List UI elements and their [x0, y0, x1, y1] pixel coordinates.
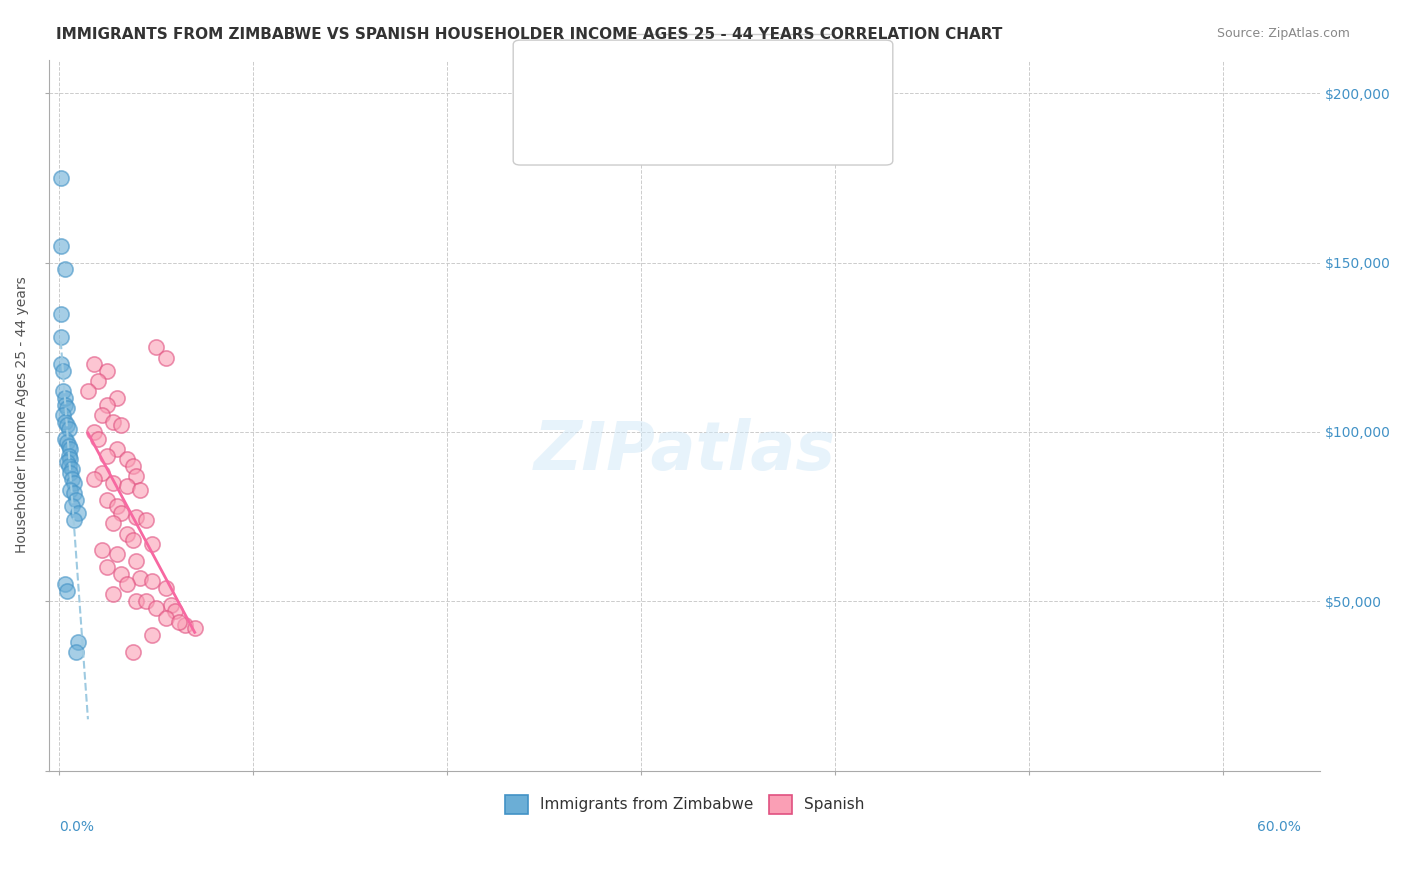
Point: [53, 262, 76, 277]
Point: [141, 574, 163, 588]
Text: ZIPatlas: ZIPatlas: [534, 417, 835, 483]
Text: IMMIGRANTS FROM ZIMBABWE VS SPANISH HOUSEHOLDER INCOME AGES 25 - 44 YEARS CORREL: IMMIGRANTS FROM ZIMBABWE VS SPANISH HOUS…: [56, 27, 1002, 42]
Point: [155, 351, 177, 365]
Point: [65, 492, 87, 507]
Point: [135, 513, 157, 527]
Point: [105, 500, 128, 514]
Point: [86, 432, 108, 446]
Point: [59, 483, 82, 497]
Point: [105, 391, 128, 405]
Point: [101, 516, 124, 531]
Point: [101, 475, 124, 490]
Point: [53, 415, 76, 429]
Point: [105, 547, 128, 561]
Point: [183, 621, 205, 635]
Point: [167, 615, 190, 629]
Point: [121, 533, 143, 548]
Point: [90, 543, 112, 558]
Point: [83, 472, 105, 486]
Point: [174, 618, 197, 632]
Point: [165, 604, 187, 618]
Point: [58, 449, 80, 463]
Point: [59, 466, 82, 480]
Point: [83, 425, 105, 439]
Point: [105, 442, 128, 456]
Point: [58, 438, 80, 452]
Point: [115, 526, 138, 541]
Point: [145, 601, 167, 615]
Point: [145, 340, 167, 354]
Point: [49, 171, 72, 186]
Point: [62, 462, 84, 476]
Point: [125, 509, 148, 524]
Point: [160, 598, 183, 612]
Point: [49, 330, 72, 344]
Point: [155, 581, 177, 595]
Point: [63, 475, 86, 490]
Text: 0.0%: 0.0%: [59, 821, 94, 834]
Point: [55, 401, 77, 416]
Point: [96, 398, 118, 412]
Point: [53, 577, 76, 591]
Point: [55, 418, 77, 433]
Point: [53, 432, 76, 446]
Point: [52, 364, 75, 378]
Point: [49, 357, 72, 371]
Point: [67, 635, 90, 649]
Point: [110, 567, 132, 582]
Point: [63, 486, 86, 500]
Point: [58, 421, 80, 435]
Point: [96, 492, 118, 507]
Text: 60.0%: 60.0%: [1257, 821, 1301, 834]
Point: [110, 506, 132, 520]
Point: [62, 472, 84, 486]
Point: [49, 239, 72, 253]
Point: [90, 466, 112, 480]
Point: [49, 306, 72, 320]
Point: [115, 577, 138, 591]
Point: [53, 398, 76, 412]
Point: [141, 537, 163, 551]
Point: [58, 458, 80, 473]
Point: [101, 587, 124, 601]
Point: [65, 645, 87, 659]
Point: [141, 628, 163, 642]
Point: [135, 594, 157, 608]
Point: [90, 408, 112, 422]
Point: [115, 452, 138, 467]
Point: [125, 554, 148, 568]
Point: [101, 415, 124, 429]
Text: Source: ZipAtlas.com: Source: ZipAtlas.com: [1216, 27, 1350, 40]
Y-axis label: Householder Income Ages 25 - 44 years: Householder Income Ages 25 - 44 years: [15, 277, 30, 553]
Point: [55, 584, 77, 599]
Point: [67, 506, 90, 520]
Point: [121, 458, 143, 473]
Point: [86, 374, 108, 388]
Point: [63, 513, 86, 527]
Point: [129, 483, 152, 497]
Point: [125, 469, 148, 483]
Point: [121, 645, 143, 659]
Point: [55, 435, 77, 450]
Point: [62, 500, 84, 514]
Point: [77, 384, 100, 399]
Point: [59, 452, 82, 467]
Point: [115, 479, 138, 493]
Point: [96, 364, 118, 378]
Point: [96, 449, 118, 463]
Legend: Immigrants from Zimbabwe, Spanish: Immigrants from Zimbabwe, Spanish: [499, 789, 870, 820]
Point: [83, 357, 105, 371]
Point: [129, 570, 152, 584]
Point: [125, 594, 148, 608]
Point: [59, 442, 82, 456]
Point: [52, 384, 75, 399]
Point: [52, 408, 75, 422]
Point: [55, 455, 77, 469]
Point: [110, 418, 132, 433]
Point: [155, 611, 177, 625]
Point: [53, 391, 76, 405]
Point: [96, 560, 118, 574]
